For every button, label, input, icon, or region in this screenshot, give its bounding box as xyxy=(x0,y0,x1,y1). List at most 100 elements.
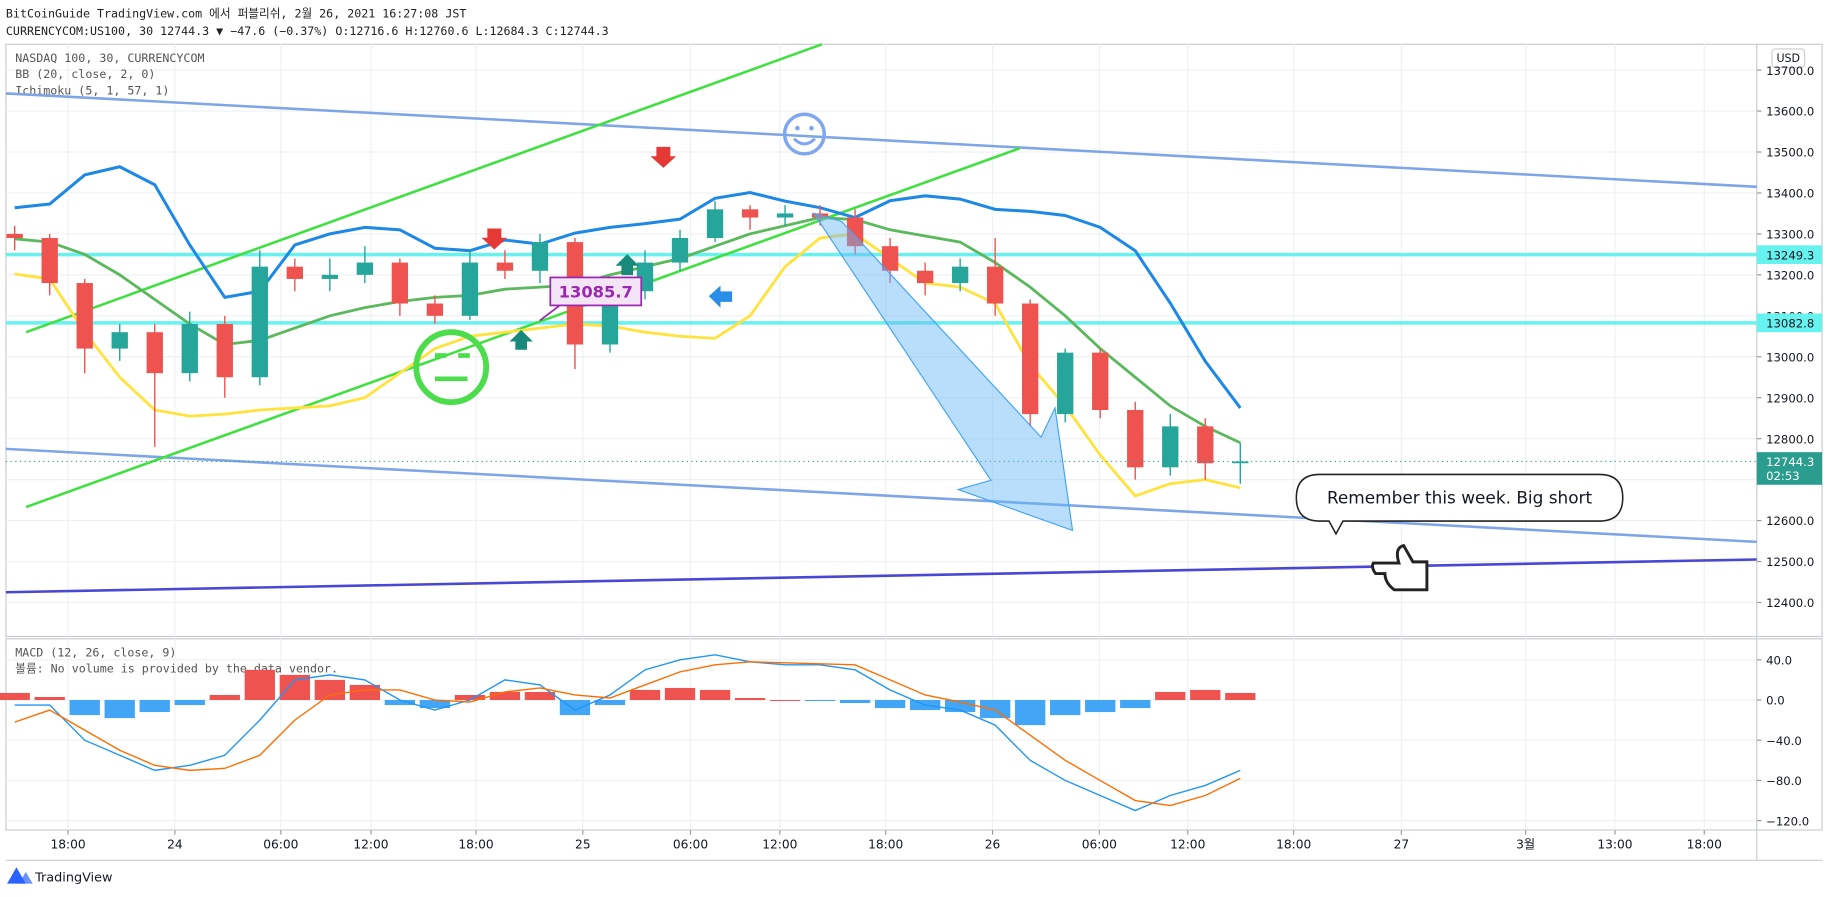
histogram-bar xyxy=(209,694,240,701)
candle-body xyxy=(286,266,303,279)
histogram-bar xyxy=(419,700,451,709)
candle-body xyxy=(111,332,128,349)
candle-body xyxy=(1197,426,1214,464)
histogram-bar xyxy=(1050,700,1081,716)
y-tick-label: 13700.0 xyxy=(1766,64,1814,78)
x-tick-label: 18:00 xyxy=(458,838,493,852)
countdown-label: 02:53 xyxy=(1766,469,1800,483)
x-tick-label: 27 xyxy=(1394,838,1410,852)
x-tick-label: 18:00 xyxy=(1687,838,1722,852)
histogram-bar xyxy=(244,669,275,701)
left-arrow xyxy=(708,285,733,308)
label-box xyxy=(549,276,643,307)
candle-body xyxy=(671,238,689,263)
histogram-bar xyxy=(1085,700,1116,713)
price-line-label: 13249.3 xyxy=(1766,248,1814,262)
x-tick-label: 25 xyxy=(575,838,591,852)
macd-line xyxy=(14,661,1241,807)
histogram-bar xyxy=(34,696,65,701)
y-tick-label: 12600.0 xyxy=(1766,514,1814,528)
candle-body xyxy=(1092,352,1109,411)
y-tick-label: 13600.0 xyxy=(1766,105,1814,119)
legend-text: MACD (12, 26, close, 9) xyxy=(15,645,176,659)
x-tick-label: 06:00 xyxy=(673,838,708,852)
trend-line xyxy=(25,147,1021,509)
currency-label: USD xyxy=(1776,52,1800,65)
y-tick-label: −120.0 xyxy=(1766,814,1809,828)
tradingview-logo xyxy=(7,867,33,884)
histogram-bar xyxy=(734,698,766,701)
candle-body xyxy=(76,283,93,349)
candle-body xyxy=(706,209,724,239)
candle-body xyxy=(146,332,163,374)
x-tick-label: 18:00 xyxy=(1276,838,1311,852)
histogram-bar xyxy=(1190,689,1221,701)
price-line-label: 13082.8 xyxy=(1766,317,1814,331)
candle-body xyxy=(216,324,233,378)
histogram-bar xyxy=(454,694,486,701)
macd-pane xyxy=(5,638,1823,831)
candle-body xyxy=(951,266,969,284)
trend-line xyxy=(5,558,1757,594)
candle-body xyxy=(846,217,864,247)
histogram-bar xyxy=(104,700,135,719)
x-tick-label: 12:00 xyxy=(353,838,388,852)
candle-body xyxy=(1022,303,1039,415)
histogram-bar xyxy=(1120,700,1151,709)
candle-body xyxy=(1057,352,1074,415)
histogram-bar xyxy=(174,700,205,706)
y-tick-label: 40.0 xyxy=(1766,653,1792,667)
footer-logo: TradingView xyxy=(34,870,112,885)
pointing-hand xyxy=(1371,543,1429,592)
histogram-bar xyxy=(69,700,100,716)
y-tick-label: −80.0 xyxy=(1766,774,1802,788)
header-line2: CURRENCYCOM:US100, 30 12744.3 ▼ −47.6 (−… xyxy=(6,24,609,38)
y-tick-label: −40.0 xyxy=(1766,734,1802,748)
y-tick-label: 13400.0 xyxy=(1766,187,1814,201)
price-line-tag xyxy=(1756,313,1823,333)
last-price-tag xyxy=(1756,452,1823,485)
candle-body xyxy=(987,266,1004,304)
currency-button[interactable] xyxy=(1771,48,1806,69)
histogram-bar xyxy=(1225,692,1256,701)
histogram-bar xyxy=(664,687,696,701)
y-tick-label: 13500.0 xyxy=(1766,146,1814,160)
x-tick-label: 24 xyxy=(167,838,183,852)
histogram-bar xyxy=(524,691,556,701)
x-tick-label: 12:00 xyxy=(762,838,797,852)
down-arrow xyxy=(650,146,677,168)
histogram-bar xyxy=(839,700,871,704)
x-tick-label: 26 xyxy=(985,838,1001,852)
candle-body xyxy=(531,242,549,271)
histogram-bar xyxy=(594,700,626,706)
x-tick-label: 13:00 xyxy=(1597,838,1632,852)
price-line-tag xyxy=(1756,245,1823,264)
legend-text: Ichimoku (5, 1, 57, 1) xyxy=(15,83,169,97)
histogram-bar xyxy=(629,689,661,701)
macd-line xyxy=(14,654,1241,812)
x-tick-label: 06:00 xyxy=(1082,838,1117,852)
histogram-bar xyxy=(314,679,345,701)
candle-body xyxy=(916,270,934,284)
callout-text: Remember this week. Big short xyxy=(1327,488,1593,508)
x-tick-label: 06:00 xyxy=(263,838,298,852)
candle-body xyxy=(881,246,899,271)
neutral-face xyxy=(413,329,490,406)
up-arrow xyxy=(509,329,533,350)
histogram-bar xyxy=(139,700,170,713)
candle-body xyxy=(251,266,268,378)
candle-body xyxy=(496,262,514,271)
last-price-label: 12744.3 xyxy=(1766,455,1814,469)
candle-body xyxy=(181,324,198,374)
x-tick-label: 12:00 xyxy=(1170,838,1205,852)
y-tick-label: 13200.0 xyxy=(1766,269,1814,283)
histogram-bar xyxy=(489,691,521,701)
x-tick-label: 3월 xyxy=(1516,838,1535,852)
histogram-bar xyxy=(769,700,801,701)
candle-body xyxy=(426,303,444,316)
smiley-face xyxy=(782,112,826,156)
y-tick-label: 12400.0 xyxy=(1766,596,1814,610)
